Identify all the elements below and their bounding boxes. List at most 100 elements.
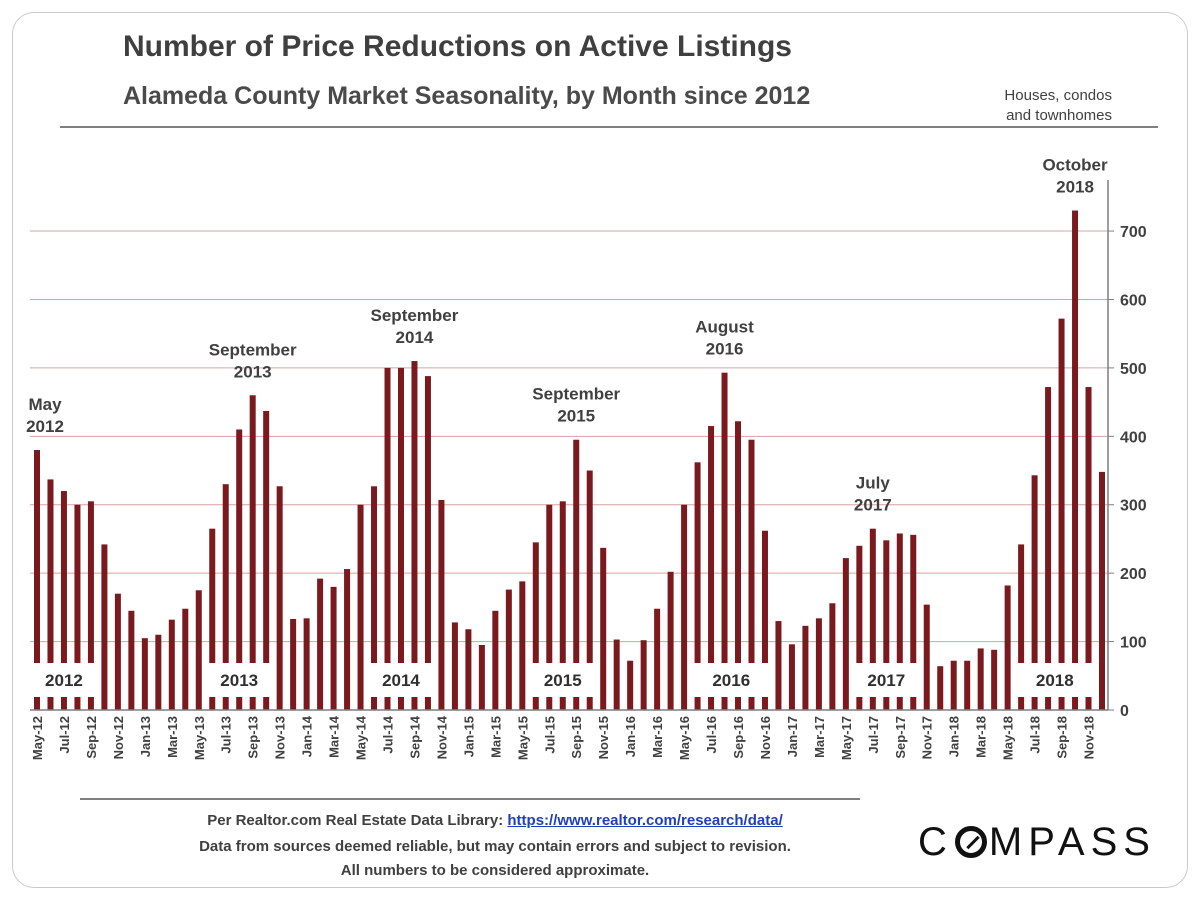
bar-sep-14 [411,361,418,710]
chart-title: Number of Price Reductions on Active Lis… [123,30,792,63]
compass-logo: C MPASS [918,820,1156,864]
bar-oct-17 [910,534,917,710]
x-tick-label: Mar-13 [165,716,180,758]
peak-annotation-year: 2014 [396,328,434,347]
bar-aug-14 [397,367,404,710]
year-label: 2018 [1036,671,1074,690]
chart-card [12,12,1188,888]
peak-annotation-year: 2017 [854,496,892,515]
footer-source: Per Realtor.com Real Estate Data Library… [80,812,910,829]
peak-annotation-year: 2013 [234,362,272,381]
peak-annotation-year: 2018 [1056,178,1094,197]
bar-may-18 [1004,585,1011,710]
x-tick-label: Nov-14 [434,715,449,759]
bar-nov-13 [276,486,283,710]
bar-jul-12 [60,491,67,710]
x-tick-label: Sep-18 [1055,716,1070,759]
bar-aug-13 [236,429,243,710]
bar-aug-15 [559,501,566,710]
x-tick-label: Nov-16 [758,716,773,759]
x-tick-label: Jan-13 [138,716,153,757]
year-label: 2012 [45,671,83,690]
bar-feb-18 [964,660,971,710]
bar-dec-18 [1099,471,1105,710]
x-tick-label: May-13 [192,716,207,760]
bar-aug-17 [883,540,890,710]
property-type-note: Houses, condos and townhomes [962,86,1112,126]
bar-mar-18 [977,648,984,710]
x-tick-label: Jul-18 [1028,716,1043,754]
bar-jun-16 [694,462,701,710]
x-tick-label: Jan-17 [785,716,800,757]
footer-divider [80,798,860,800]
bar-nov-17 [923,604,930,710]
x-tick-label: Jan-18 [947,716,962,757]
bar-feb-13 [155,634,162,710]
x-tick-label: Sep-15 [569,716,584,759]
bar-aug-18 [1045,387,1052,710]
x-tick-label: May-17 [839,716,854,760]
year-label: 2015 [544,671,582,690]
year-label-box [1015,663,1095,697]
bar-feb-15 [478,645,485,710]
x-tick-label: Mar-16 [650,716,665,758]
y-tick-label: 500 [1120,361,1147,378]
bar-oct-16 [748,439,755,710]
header-divider [60,126,1158,128]
bar-jun-12 [47,479,54,710]
x-tick-label: Nov-17 [920,716,935,759]
bar-sep-18 [1058,318,1065,710]
bar-oct-12 [101,544,108,710]
bar-oct-15 [586,470,593,710]
x-tick-label: Jul-13 [219,716,234,754]
bar-oct-13 [263,411,270,710]
bar-jan-17 [788,644,795,710]
peak-annotation-month: September [532,385,620,404]
bar-jan-13 [141,638,148,710]
bar-apr-16 [667,571,674,710]
x-tick-label: Sep-13 [246,716,261,759]
x-tick-label: Jul-16 [704,716,719,754]
x-tick-label: Nov-13 [273,716,288,759]
bar-apr-14 [344,569,351,710]
bar-jan-16 [627,660,634,710]
bar-mar-13 [168,619,175,710]
bar-jul-18 [1031,475,1038,710]
peak-annotation-year: 2015 [557,407,595,426]
footer-disclaimer: Data from sources deemed reliable, but m… [199,838,791,855]
y-tick-label: 600 [1120,292,1147,309]
x-tick-label: Jul-17 [866,716,881,754]
year-label-box [206,663,273,697]
year-label-box [853,663,920,697]
source-link[interactable]: https://www.realtor.com/research/data/ [507,812,783,829]
bar-mar-14 [330,586,337,710]
bar-nov-16 [761,530,768,710]
x-tick-label: Jan-16 [623,716,638,757]
bar-may-16 [681,504,688,710]
x-tick-label: Mar-18 [974,716,989,758]
bar-nov-15 [600,547,607,710]
bar-jul-14 [384,367,391,710]
x-tick-label: Mar-17 [812,716,827,758]
year-label-box [691,663,771,697]
bar-dec-12 [128,610,135,710]
bar-sep-17 [896,533,903,710]
x-tick-label: May-18 [1001,716,1016,760]
bar-jul-17 [869,528,876,710]
peak-annotation-month: August [695,318,754,337]
x-tick-label: Jan-15 [461,716,476,757]
x-tick-label: Sep-17 [893,716,908,759]
peak-annotation-month: July [856,474,891,493]
bar-may-12 [34,450,40,710]
footer-approx: All numbers to be considered approximate… [340,862,650,879]
bar-apr-13 [182,608,189,710]
bar-nov-18 [1085,387,1092,710]
year-label: 2017 [867,671,905,690]
bar-jul-16 [708,426,715,710]
peak-annotation-month: September [371,306,459,325]
bar-jan-15 [465,629,472,710]
y-tick-label: 200 [1120,566,1147,583]
note-line-2: and townhomes [1006,107,1112,124]
bar-sep-16 [735,421,742,710]
bar-sep-15 [573,439,580,710]
